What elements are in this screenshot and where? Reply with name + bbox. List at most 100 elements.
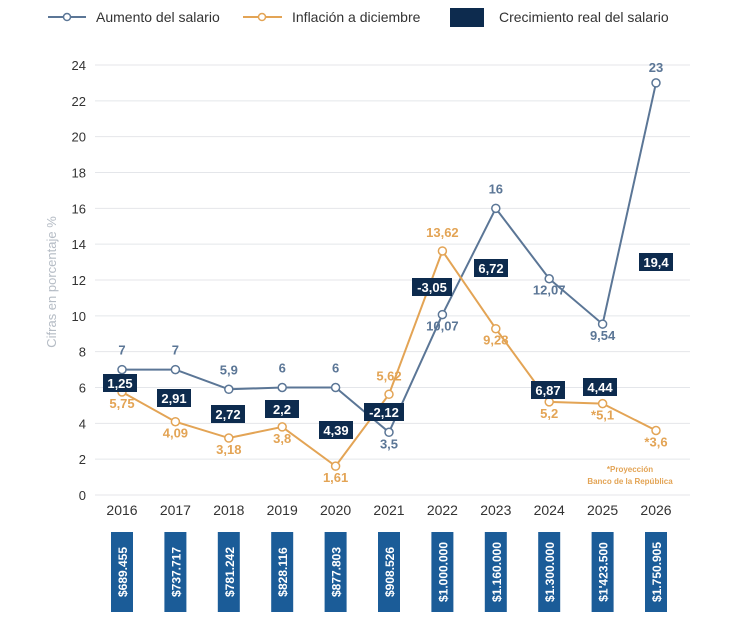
x-tick-label: 2016 — [106, 502, 137, 518]
real-growth-box: 4,39 — [319, 421, 353, 439]
data-label: 4,09 — [163, 426, 188, 441]
svg-text:6,72: 6,72 — [478, 261, 503, 276]
data-point — [597, 398, 608, 409]
legend-real-growth-swatch-icon — [450, 8, 484, 27]
svg-text:2,91: 2,91 — [161, 391, 186, 406]
data-point — [224, 433, 234, 443]
x-tick-label: 2025 — [587, 502, 618, 518]
svg-text:4,44: 4,44 — [587, 380, 613, 395]
svg-text:$689.455: $689.455 — [116, 547, 130, 597]
minimum-wage-box: $828.116 — [271, 532, 294, 612]
x-tick-label: 2021 — [373, 502, 404, 518]
real-growth-box: -3,05 — [412, 278, 452, 296]
x-tick-label: 2024 — [534, 502, 565, 518]
svg-text:$1.750.905: $1.750.905 — [650, 542, 664, 602]
svg-text:2,72: 2,72 — [215, 407, 240, 422]
data-point — [651, 78, 661, 88]
y-tick-label: 8 — [79, 345, 86, 360]
x-tick-label: 2019 — [267, 502, 298, 518]
data-point — [597, 319, 608, 329]
data-point — [224, 384, 234, 395]
y-tick-label: 12 — [72, 273, 86, 288]
data-point — [544, 273, 554, 284]
data-point — [170, 416, 181, 427]
y-tick-label: 0 — [79, 488, 86, 503]
legend-real-growth-label: Crecimiento real del salario — [499, 9, 669, 25]
real-growth-box: 2,72 — [211, 405, 245, 423]
minimum-wage-box: $1.750.905 — [645, 532, 667, 612]
y-axis-label: Cifras en porcentaje % — [44, 216, 59, 348]
data-point — [384, 427, 394, 438]
svg-text:$1'423.500: $1'423.500 — [597, 542, 611, 602]
x-tick-label: 2020 — [320, 502, 351, 518]
real-growth-box: 2,2 — [265, 400, 299, 418]
data-label: 3,18 — [216, 442, 241, 457]
x-tick-label: 2018 — [213, 502, 244, 518]
annotation-line-1: *Proyección — [607, 465, 653, 474]
data-point — [544, 397, 554, 407]
svg-text:6,87: 6,87 — [535, 383, 560, 398]
minimum-wage-box: $1.300.000 — [538, 532, 561, 612]
y-tick-label: 18 — [72, 166, 86, 181]
svg-text:$1.300.000: $1.300.000 — [543, 542, 557, 602]
data-point — [491, 203, 501, 214]
y-tick-label: 14 — [72, 237, 86, 252]
x-tick-label: 2026 — [640, 502, 671, 518]
y-tick-label: 4 — [79, 416, 86, 431]
svg-text:2,2: 2,2 — [273, 402, 291, 417]
data-point — [651, 425, 661, 436]
data-point — [277, 382, 287, 393]
data-label: *3,6 — [644, 435, 667, 450]
y-tick-label: 6 — [79, 381, 86, 396]
minimum-wage-box: $689.455 — [111, 532, 133, 612]
svg-text:$781.242: $781.242 — [223, 547, 237, 597]
data-label: 3,5 — [380, 436, 398, 451]
data-point — [491, 323, 501, 334]
data-point — [170, 364, 181, 375]
real-growth-box: 4,44 — [583, 378, 617, 396]
data-label: 16 — [489, 181, 503, 196]
data-point — [117, 364, 127, 375]
real-growth-box: -2,12 — [364, 403, 404, 421]
data-label: 6 — [332, 361, 339, 376]
svg-text:$737.717: $737.717 — [169, 547, 183, 597]
data-label: 5,2 — [540, 406, 558, 421]
real-growth-box: 1,25 — [103, 374, 137, 392]
legend-inflation-marker-icon — [257, 12, 267, 22]
minimum-wage-box: $1.160.000 — [484, 532, 507, 612]
data-label: 13,62 — [426, 225, 459, 240]
svg-text:19,4: 19,4 — [643, 255, 669, 270]
minimum-wage-box: $908.526 — [378, 532, 400, 612]
data-label: 12,07 — [533, 283, 566, 298]
svg-text:$877.803: $877.803 — [330, 547, 344, 597]
data-point — [330, 461, 341, 471]
real-growth-box: 19,4 — [639, 253, 673, 271]
svg-text:$1.160.000: $1.160.000 — [490, 542, 504, 602]
svg-text:-3,05: -3,05 — [417, 280, 447, 295]
legend-salary-label: Aumento del salario — [96, 9, 220, 25]
real-growth-box: 6,72 — [474, 259, 508, 277]
data-point — [437, 309, 448, 320]
y-tick-label: 24 — [72, 58, 86, 73]
data-label: 5,9 — [220, 362, 238, 377]
data-label: 7 — [118, 343, 125, 358]
data-label: 7 — [172, 343, 179, 358]
legend-inflation-label: Inflación a diciembre — [292, 9, 421, 25]
data-label: 9,28 — [483, 333, 508, 348]
data-point — [330, 382, 341, 393]
y-tick-label: 20 — [72, 130, 86, 145]
minimum-wage-box: $1'423.500 — [591, 532, 614, 612]
data-point — [437, 246, 448, 256]
data-label: 23 — [649, 60, 663, 75]
data-point — [384, 389, 394, 400]
y-tick-label: 10 — [72, 309, 86, 324]
x-tick-label: 2017 — [160, 502, 191, 518]
x-tick-label: 2023 — [480, 502, 511, 518]
data-label: 6 — [279, 361, 286, 376]
data-point — [277, 422, 287, 432]
svg-text:$1.000.000: $1.000.000 — [436, 542, 450, 602]
minimum-wage-box: $737.717 — [164, 532, 187, 612]
data-label: 5,75 — [109, 396, 134, 411]
data-label: 5,62 — [376, 368, 401, 383]
